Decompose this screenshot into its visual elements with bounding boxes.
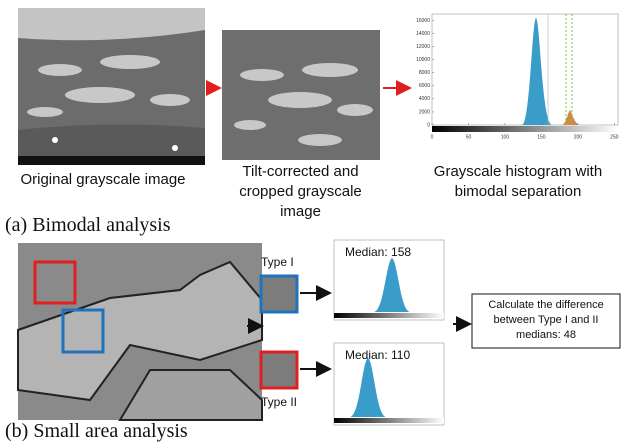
x-tick-label: 50: [466, 134, 472, 140]
histogram-panel: [412, 8, 622, 142]
type-ii-sample: [261, 352, 297, 388]
y-tick-label: 16000: [416, 18, 430, 24]
cropped-image: [222, 30, 380, 160]
x-tick-label: 250: [610, 134, 619, 140]
x-tick-label: 100: [501, 134, 510, 140]
x-tick-label: 200: [574, 134, 583, 140]
type-i-sample: [261, 276, 297, 312]
figure: 0 50 100 150 200 250 0 2000 4000 6000 8000 10000 120…: [0, 0, 626, 445]
x-tick-label: 150: [537, 134, 546, 140]
median-label: Median: 110: [345, 348, 410, 362]
panel-label: (a) Bimodal analysis: [5, 214, 171, 237]
sample-image: [18, 243, 262, 420]
y-tick-label: 8000: [419, 70, 430, 76]
caption: Original grayscale image: [18, 170, 188, 190]
region-name: Type II: [261, 395, 297, 409]
y-tick-label: 14000: [416, 31, 430, 37]
y-tick-label: 12000: [416, 44, 430, 50]
result-text: Calculate the difference between Type I …: [474, 298, 618, 343]
panel-label: (b) Small area analysis: [5, 420, 188, 443]
y-tick-label: 4000: [419, 96, 430, 102]
y-tick-label: 10000: [416, 57, 430, 63]
x-tick-label: 0: [431, 134, 434, 140]
y-tick-label: 6000: [419, 83, 430, 89]
colorbar: [432, 126, 618, 132]
region-name: Type I: [261, 255, 294, 269]
caption: Tilt-corrected and cropped grayscale ima…: [218, 162, 383, 222]
caption: Grayscale histogram with bimodal separat…: [430, 162, 606, 202]
original-image: [18, 8, 205, 165]
y-tick-label: 2000: [419, 109, 430, 115]
y-tick-label: 0: [427, 122, 430, 128]
median-label: Median: 158: [345, 245, 411, 259]
